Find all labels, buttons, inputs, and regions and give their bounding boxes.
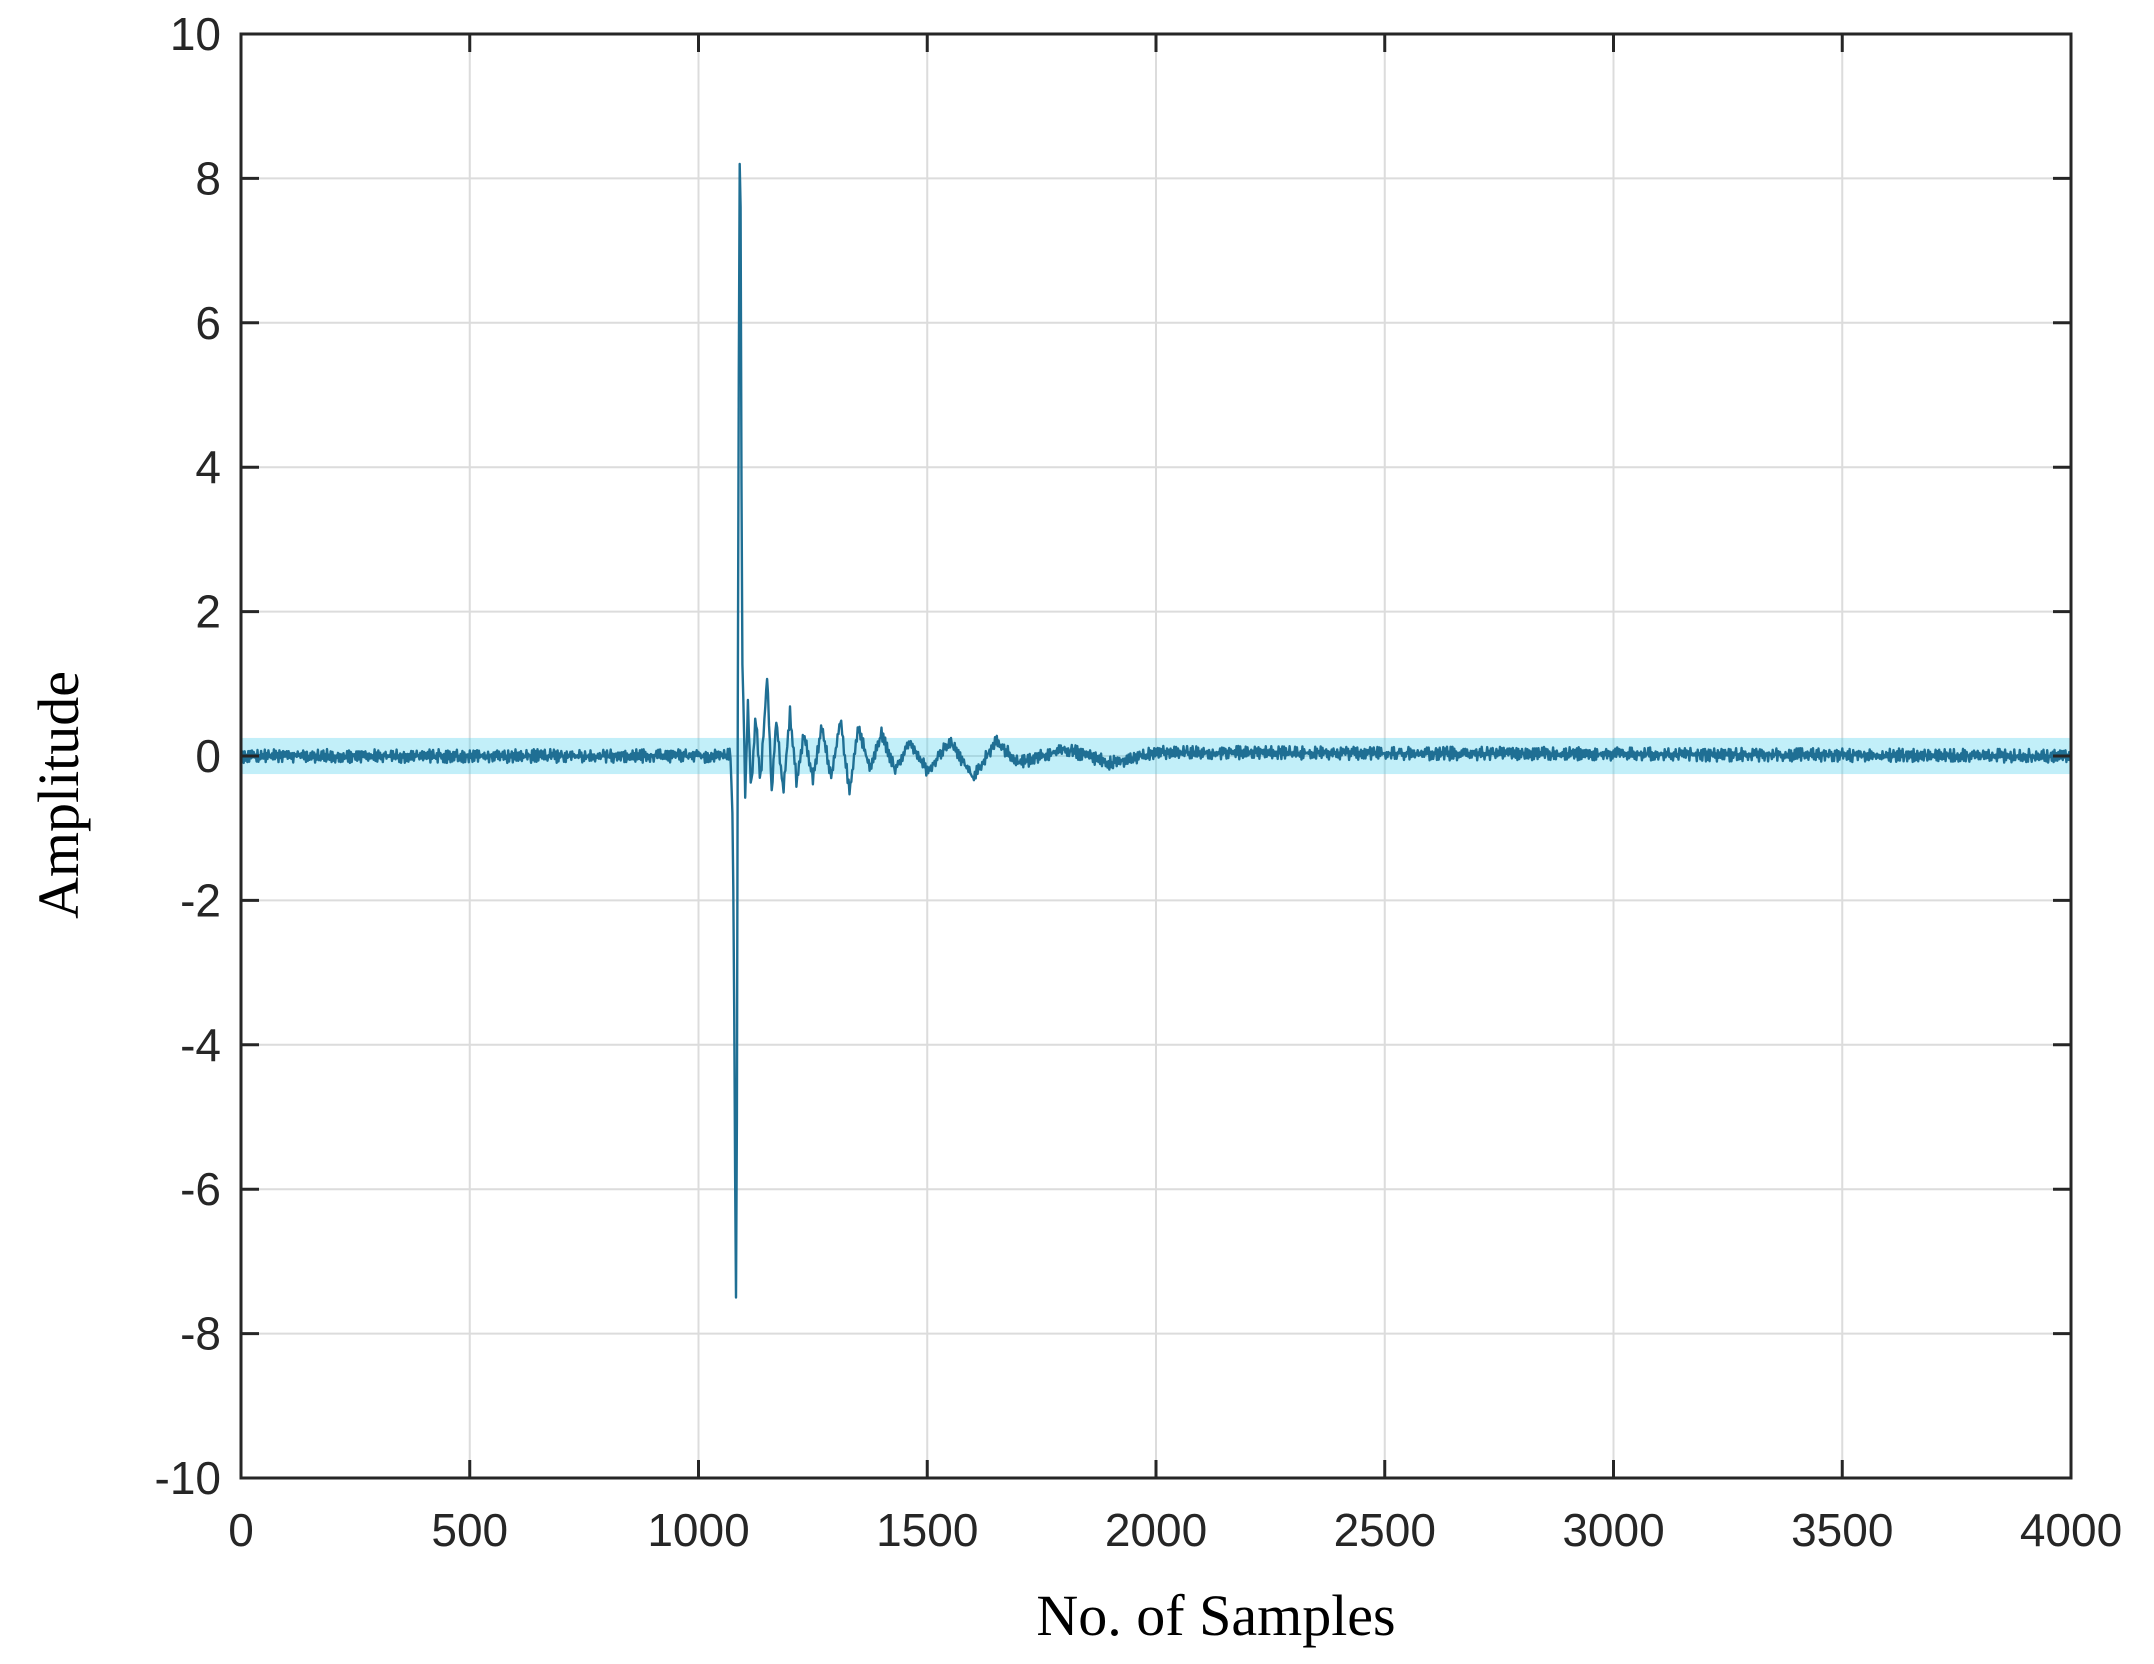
y-axis-title: Amplitude (26, 671, 91, 919)
x-tick-label: 0 (228, 1504, 254, 1556)
x-tick-labels: 0 500 1000 1500 2000 2500 3000 3500 4000 (228, 1504, 2122, 1556)
x-tick-label: 500 (431, 1504, 508, 1556)
series-layer (239, 162, 2073, 1299)
y-tick-label: -8 (180, 1308, 221, 1360)
x-tick-label: 2500 (1334, 1504, 1436, 1556)
y-tick-label: 8 (195, 152, 221, 204)
y-tick-label: -6 (180, 1163, 221, 1215)
y-tick-label: -4 (180, 1019, 221, 1071)
y-tick-label: -2 (180, 874, 221, 926)
x-tick-label: 1500 (876, 1504, 978, 1556)
x-tick-label: 1000 (647, 1504, 749, 1556)
plot-frame (239, 32, 2073, 1480)
x-tick-label: 4000 (2020, 1504, 2122, 1556)
y-tick-label: 0 (195, 730, 221, 782)
x-tick-label: 3500 (1791, 1504, 1893, 1556)
x-axis-title: No. of Samples (1036, 1583, 1395, 1648)
y-tick-label: 4 (195, 441, 221, 493)
y-tick-label: -10 (155, 1452, 221, 1504)
x-tick-label: 3000 (1562, 1504, 1664, 1556)
y-tick-labels: -10 -8 -6 -4 -2 0 2 4 6 8 10 (155, 8, 221, 1504)
y-tick-label: 6 (195, 297, 221, 349)
y-tick-label: 10 (170, 8, 221, 60)
x-tick-label: 2000 (1105, 1504, 1207, 1556)
y-tick-label: 2 (195, 586, 221, 638)
signal-series-line (239, 162, 2073, 1299)
